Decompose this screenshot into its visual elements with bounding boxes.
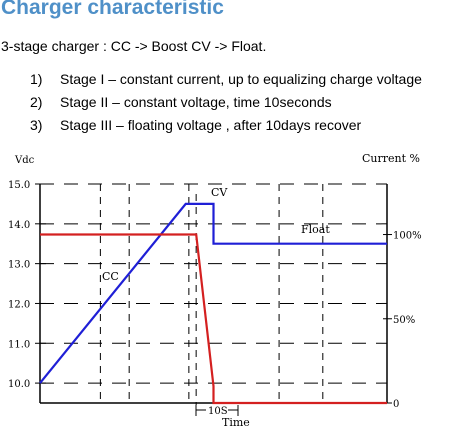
y-left-tick-label: 10.0 — [8, 379, 30, 390]
y-left-tick-label: 13.0 — [8, 260, 30, 271]
float-annotation: Float — [301, 223, 330, 236]
list-item: 1) Stage I – constant current, up to equa… — [30, 71, 422, 94]
stage-list: 1) Stage I – constant current, up to equa… — [30, 71, 422, 140]
voltage-line — [39, 202, 387, 384]
list-text: Stage III – floating voltage , after 10d… — [60, 117, 362, 133]
list-item: 3) Stage III – floating voltage , after 1… — [30, 117, 422, 140]
cc-annotation: CC — [102, 270, 119, 283]
list-number: 3) — [30, 117, 43, 133]
tick-labels: 15.0 14.0 13.0 12.0 11.0 10.0 100% 50% 0 — [8, 180, 422, 410]
y-left-tick-label: 12.0 — [8, 299, 30, 310]
list-text: Stage II – constant voltage, time 10seco… — [60, 94, 332, 110]
y-left-label: Vdc — [14, 155, 35, 166]
current-line — [40, 233, 387, 405]
subtitle: 3-stage charger : CC -> Boost CV -> Floa… — [1, 38, 267, 54]
charger-chart: 15.0 14.0 13.0 12.0 11.0 10.0 100% 50% 0 Vdc Cur… — [8, 152, 422, 429]
list-text: Stage I – constant current, up to equali… — [60, 71, 422, 87]
x-axis-label: Time — [222, 416, 250, 429]
duration-label: 10S — [208, 406, 228, 417]
y-left-tick-label: 15.0 — [8, 180, 30, 191]
y-right-tick-label: 50% — [393, 315, 415, 326]
y-right-tick-label: 100% — [393, 231, 422, 242]
y-right-label: Current % — [362, 152, 420, 165]
duration-marker: 10S — [195, 405, 239, 417]
page-title: Charger characteristic — [1, 0, 224, 19]
y-right-tick-label: 0 — [393, 399, 399, 410]
y-left-tick-label: 11.0 — [8, 339, 30, 350]
cv-annotation: CV — [211, 186, 228, 199]
y-left-tick-label: 14.0 — [8, 220, 30, 231]
list-number: 1) — [30, 71, 43, 87]
list-number: 2) — [30, 94, 43, 110]
list-item: 2) Stage II – constant voltage, time 10se… — [30, 94, 422, 117]
series-layer — [39, 202, 387, 405]
